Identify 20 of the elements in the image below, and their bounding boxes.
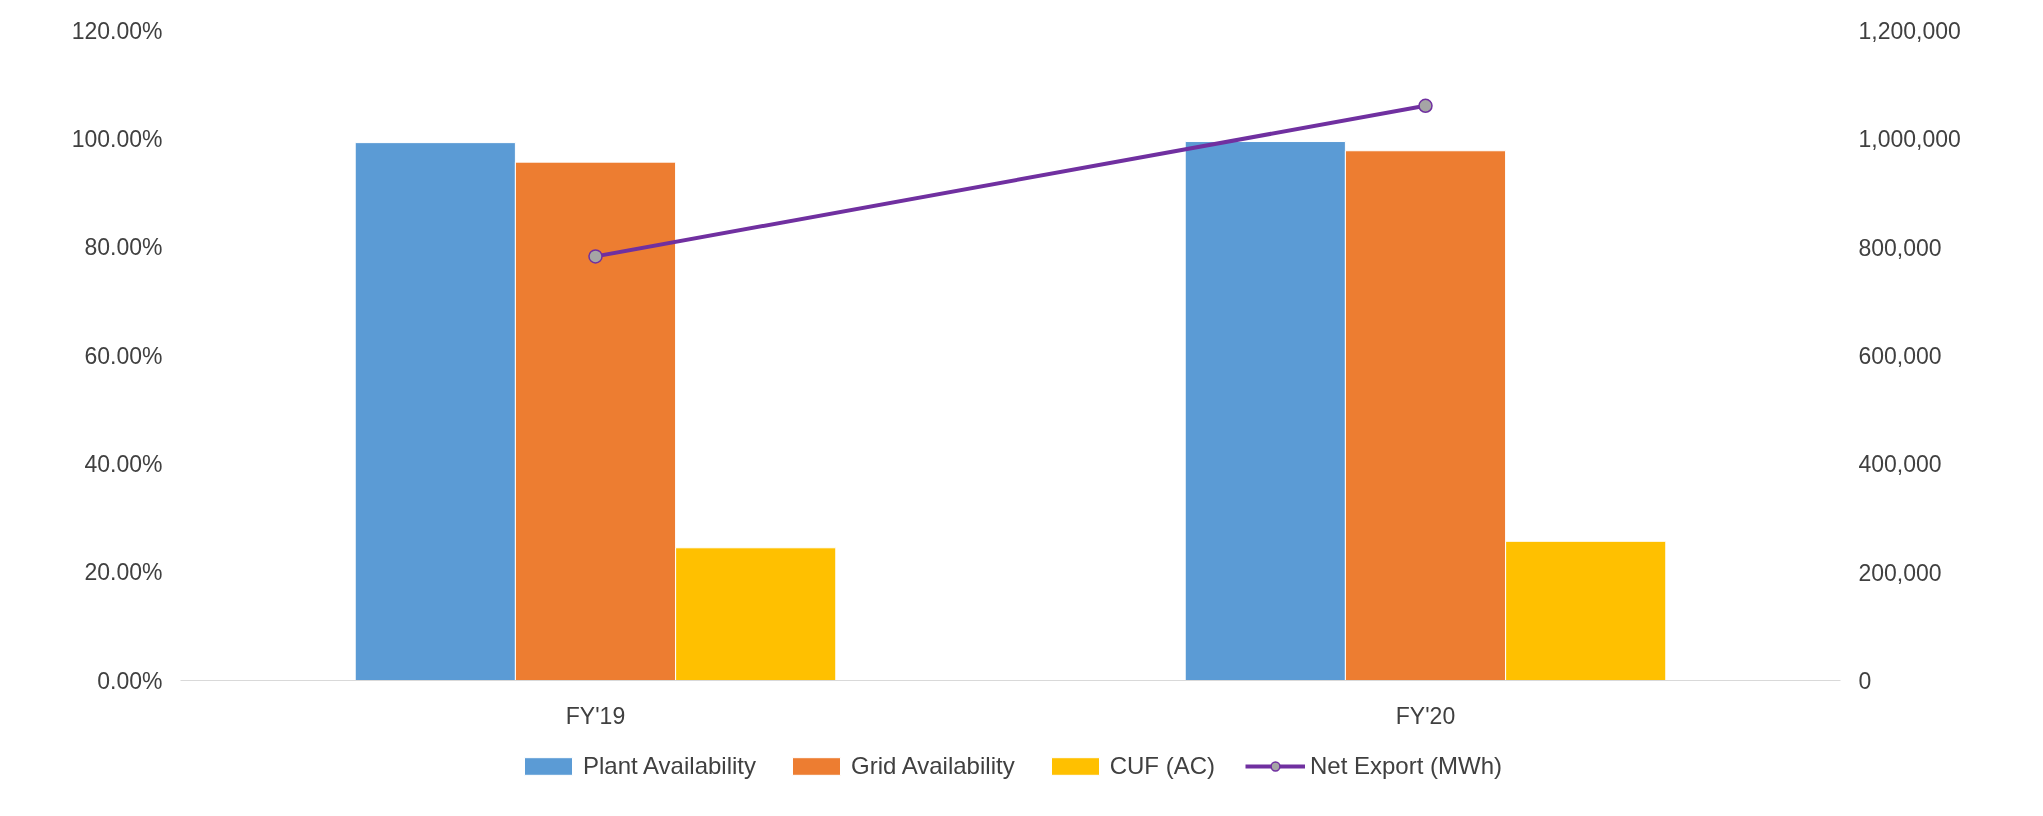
y2-tick-label: 1,200,000 xyxy=(1858,18,1961,44)
y2-tick-label: 1,000,000 xyxy=(1858,126,1961,153)
y-tick-label: 0.00% xyxy=(97,667,163,694)
y-tick-label: 40.00% xyxy=(84,450,163,477)
y2-tick-label: 200,000 xyxy=(1858,559,1942,586)
legend-label: Plant Availability xyxy=(583,752,756,780)
y-tick-label: 80.00% xyxy=(84,234,163,261)
y-tick-label: 20.00% xyxy=(84,559,163,586)
x-tick-label: FY'20 xyxy=(1395,702,1456,729)
y2-tick-label: 600,000 xyxy=(1858,343,1942,369)
y-tick-label: 100.00% xyxy=(71,125,163,152)
y2-tick-label: 800,000 xyxy=(1858,234,1942,261)
y-tick-label: 60.00% xyxy=(84,342,163,369)
y2-tick-label: 400,000 xyxy=(1858,451,1942,478)
y-tick-label: 120.00% xyxy=(71,17,163,44)
legend-label: CUF (AC) xyxy=(1109,752,1215,780)
legend-label: Grid Availability xyxy=(851,752,1015,780)
legend-label: Net Export (MWh) xyxy=(1309,752,1502,780)
y2-tick-label: 0 xyxy=(1858,668,1872,694)
x-tick-label: FY'19 xyxy=(565,702,626,729)
